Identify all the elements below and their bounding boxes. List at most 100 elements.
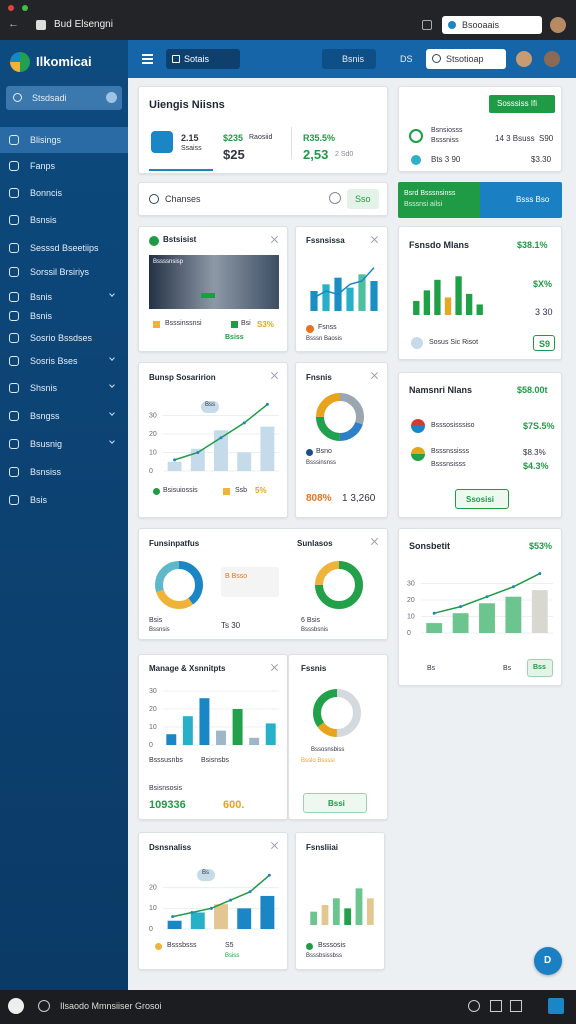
line-point [538,572,542,576]
nav-item[interactable]: Sesssd Bseetiips [0,238,128,258]
card-title: Bstsisist [163,235,197,244]
bar [167,920,182,929]
card-title: Namsnri Nlans [409,385,473,395]
legend-label: Fsnss [318,324,337,331]
search-text: Chanses [165,194,201,204]
donut-segment [155,561,203,609]
nav-item[interactable]: Sosrio Bssdses [0,328,128,348]
bar [214,904,228,929]
y-tick-label: 0 [149,926,153,933]
chart [316,393,364,441]
card-button[interactable]: Bssi [303,793,367,813]
nav-item[interactable]: Bsusnig [0,434,128,454]
nav-icon [9,292,19,302]
chart: 0 10 20 [149,873,279,933]
address-bar[interactable]: Bsooaais [442,16,542,34]
bar [434,279,441,315]
nav-item[interactable]: Bsnsiss [0,462,128,482]
donut-segment [316,393,364,441]
item-label: Bs [427,665,436,672]
nav-icon [9,188,19,198]
card-title: Bunsp Sosaririon [149,373,216,382]
sidebar-search[interactable]: Stsdsadi [6,86,122,110]
nav-item[interactable]: Bonncis [0,183,128,203]
card-button[interactable]: S9 [533,335,555,351]
chart-card: Manage & Xsnnitpts 0 10 20 30 Bsssusnbs Bsi… [138,654,288,820]
stat-value: 600. [223,799,245,811]
nav-item[interactable]: Shsnis [0,378,128,398]
donut-segment [316,393,364,441]
fab-label: D [544,955,552,966]
item-label: Bsi [241,320,251,327]
nav-label: Sosrio Bssdses [30,333,93,343]
bar [531,590,548,633]
donut-card: Fssnis Bssosnsbiss Bsslo Bssssi Bssi [288,654,388,820]
nav-item[interactable]: Bsis [0,490,128,510]
line-point [219,436,223,440]
button-text: Bss [533,664,546,671]
line-point [196,451,200,454]
search-button[interactable]: Sso [347,189,379,209]
bar [346,287,354,311]
bar [465,293,473,315]
bar [444,297,452,315]
nav-chevron [109,410,115,416]
brand: Ilkomicai [36,54,92,69]
bar [237,452,252,471]
bar [232,709,243,745]
row-label: Bsnsiosss [431,127,463,134]
tab-title[interactable]: Bud Elsengni [54,19,113,30]
item-value: Ts 30 [221,621,241,630]
y-tick-label: 0 [407,630,411,637]
line-point [209,906,213,910]
item-label: Bsssinssnsi [165,320,202,327]
header-button[interactable]: Sotais [166,49,240,69]
nav-icon [9,495,19,505]
nav-label: Bonncis [30,188,63,198]
chart [310,888,374,925]
line-point [432,611,436,615]
button-text: Sosssiss Ifi [497,99,538,108]
row-label: Bsssniss [431,137,459,144]
nav-icon [9,215,19,225]
search-card[interactable]: Chanses Sso [138,182,388,216]
card-button[interactable]: Bss [527,659,553,677]
stat-value: 109336 [149,799,186,811]
header-link[interactable]: DS [400,54,413,64]
fab[interactable]: D [534,947,562,975]
nav-label: Sosris Bses [30,356,78,366]
card-title: Dsnsnaliss [149,843,192,852]
nav-item[interactable]: Fanps [0,156,128,176]
stat-value: 2,53 [303,147,329,162]
header-link[interactable]: Bsnis [322,49,376,69]
summary-button[interactable]: Sosssiss Ifi [489,95,555,113]
stat-value: $25 [223,147,245,162]
address: Bsooaais [462,20,500,30]
search-text: Stsotioap [446,54,484,64]
card-image: Bssssnsisp [149,255,279,309]
card-button[interactable]: Ssosisi [455,489,509,509]
banner[interactable]: Bsrd Bsssnsinss Bsssnsi ailsi Bsss Bso [398,182,562,218]
nav-icon [9,333,19,343]
donut-segment [155,561,203,609]
row-value: $3.30 [531,155,552,164]
stat-label: 2 Sd0 [335,151,354,158]
nav-item[interactable]: Bsnsis [0,210,128,230]
donut-segment [315,561,363,609]
chart-bubble: Bs [202,870,210,876]
nav-item[interactable]: Blisings [0,127,128,153]
nav-item[interactable]: Bsngss [0,406,128,426]
nav-item[interactable]: Sosris Bses [0,351,128,371]
chart [315,561,363,609]
nav-item[interactable]: Bsnis [0,306,128,326]
nav-item[interactable]: Bsnis [0,287,128,307]
card-foot: Sosus Sic Risot [429,339,479,346]
nav-item[interactable]: Sorssil Brsiriys [0,262,128,282]
donut-card: Funsinpatfus Sunlasos B Bsso Bsis Bssnsi… [138,528,388,640]
header-search[interactable]: Stsotioap [426,49,506,69]
bar [216,730,226,745]
y-tick-label: 30 [149,412,157,419]
bar [344,908,352,925]
summary-card: Sosssiss Ifi Bsnsiosss Bsssniss 14 3 Bsu… [398,86,562,172]
